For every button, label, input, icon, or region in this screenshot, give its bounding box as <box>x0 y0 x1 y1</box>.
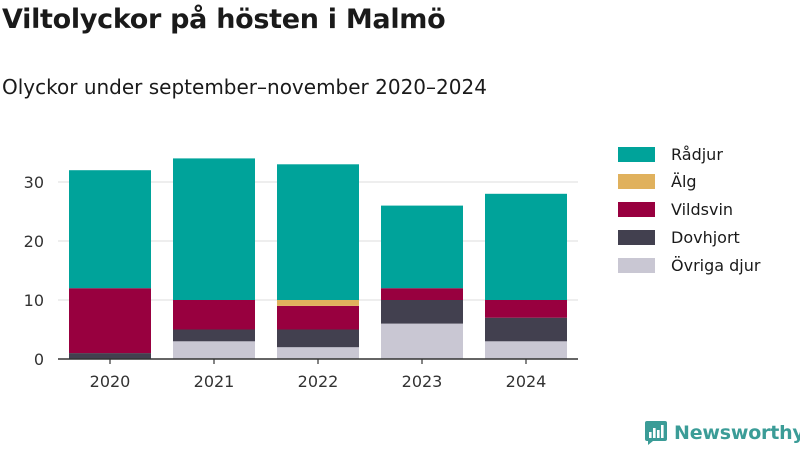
bar-2023-övriga-djur <box>381 323 463 359</box>
y-tick-label-30: 30 <box>24 173 44 192</box>
newsworthy-logo: Newsworthy <box>644 420 800 446</box>
bar-2022-älg <box>277 300 359 306</box>
bar-2024-rådjur <box>485 193 567 300</box>
chart-subtitle: Olyckor under september–november 2020–20… <box>2 75 487 99</box>
bar-2024-dovhjort <box>485 317 567 342</box>
bar-2024-vildsvin <box>485 300 567 318</box>
x-tick-label-2023: 2023 <box>402 372 443 391</box>
legend-label: Rådjur <box>671 144 723 164</box>
legend-swatch <box>618 257 655 273</box>
x-tick-label-2021: 2021 <box>194 372 235 391</box>
legend-item-dovhjort: Dovhjort <box>618 227 760 247</box>
legend-item-övriga-djur: Övriga djur <box>618 255 761 275</box>
x-tick-label-2024: 2024 <box>506 372 547 391</box>
legend-swatch <box>618 229 655 245</box>
bar-2021-rådjur <box>173 158 255 300</box>
bar-2020-rådjur <box>69 170 151 289</box>
newsworthy-logo-icon <box>645 421 667 445</box>
x-tick-label-2020: 2020 <box>90 372 131 391</box>
legend-item-älg: Älg <box>618 172 760 192</box>
legend: Rådjur Älg Vildsvin Dovhjort Övriga djur <box>618 145 760 284</box>
legend-label: Älg <box>671 172 697 192</box>
legend-swatch <box>618 174 655 190</box>
y-tick-label-0: 0 <box>34 350 44 369</box>
legend-label: Vildsvin <box>671 200 734 220</box>
bar-2021-övriga-djur <box>173 341 255 359</box>
bar-2020-vildsvin <box>69 288 151 354</box>
bar-2023-vildsvin <box>381 288 463 300</box>
y-tick-label-20: 20 <box>24 232 44 251</box>
bar-2024-övriga-djur <box>485 341 567 359</box>
x-tick-label-2022: 2022 <box>298 372 339 391</box>
legend-swatch <box>618 146 655 162</box>
bar-2022-vildsvin <box>277 305 359 330</box>
newsworthy-logo-text: Newsworthy <box>674 422 800 444</box>
bar-2021-dovhjort <box>173 329 255 342</box>
bar-2023-dovhjort <box>381 300 463 324</box>
legend-label: Övriga djur <box>671 255 761 275</box>
y-tick-label-10: 10 <box>24 291 44 310</box>
bar-2020-dovhjort <box>69 353 151 359</box>
legend-swatch <box>618 202 655 218</box>
bar-2022-rådjur <box>277 164 359 300</box>
legend-label: Dovhjort <box>671 227 740 247</box>
legend-item-vildsvin: Vildsvin <box>618 200 760 220</box>
legend-item-rådjur: Rådjur <box>618 144 760 164</box>
chart-title: Viltolyckor på hösten i Malmö <box>2 4 446 35</box>
bar-2022-dovhjort <box>277 329 359 348</box>
bar-2021-vildsvin <box>173 300 255 330</box>
bar-2022-övriga-djur <box>277 347 359 359</box>
bar-2023-rådjur <box>381 205 463 289</box>
